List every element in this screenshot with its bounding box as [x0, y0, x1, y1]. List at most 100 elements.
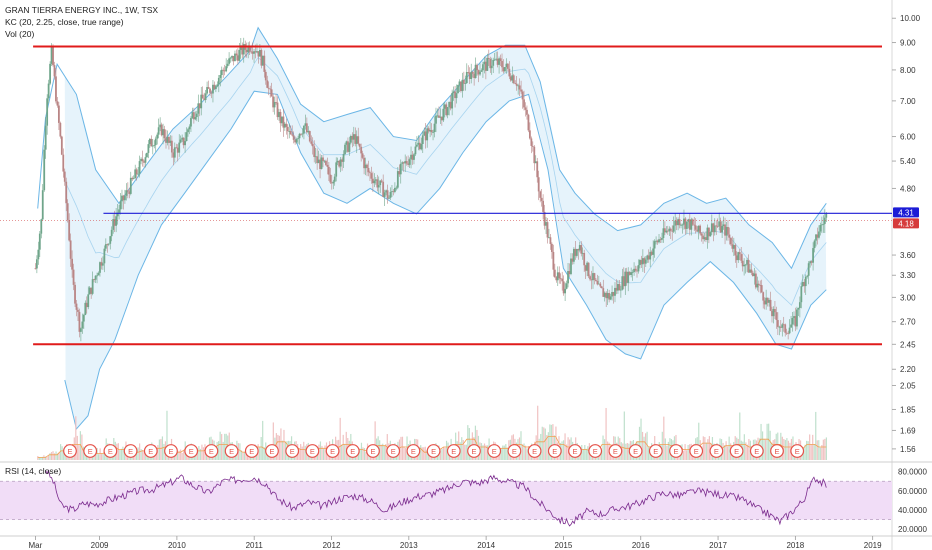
candle — [460, 81, 462, 93]
candle — [394, 182, 396, 194]
earnings-badge-label: E — [552, 447, 557, 456]
candle — [788, 319, 791, 335]
candle — [725, 221, 728, 241]
earnings-badge[interactable]: E — [366, 444, 380, 458]
earnings-badge[interactable]: E — [244, 444, 259, 458]
candle — [559, 273, 562, 284]
candle — [743, 258, 746, 276]
earnings-badge[interactable]: E — [103, 444, 118, 458]
earnings-badge[interactable]: E — [709, 444, 724, 458]
volume-bar — [122, 446, 124, 460]
earnings-badge[interactable]: E — [729, 444, 744, 458]
volume-bar — [698, 422, 700, 460]
candle — [603, 291, 606, 302]
candle — [154, 136, 157, 152]
earnings-badge[interactable]: E — [648, 444, 663, 458]
candle — [398, 164, 401, 177]
earnings-badge[interactable]: E — [628, 444, 643, 458]
volume-bar — [807, 441, 809, 460]
volume-bar — [342, 434, 344, 460]
candle — [219, 70, 222, 87]
earnings-badge[interactable]: E — [749, 444, 764, 458]
time-tick-label: 2011 — [246, 541, 264, 550]
earnings-badge[interactable]: E — [285, 444, 300, 458]
candle — [380, 178, 383, 183]
volume-bar — [702, 436, 704, 460]
volume-bar — [400, 436, 402, 460]
candle — [260, 48, 263, 69]
candle — [590, 270, 593, 290]
volume-bar — [816, 440, 818, 460]
earnings-badge[interactable]: E — [669, 444, 683, 458]
earnings-badge[interactable]: E — [345, 444, 360, 458]
earnings-badge[interactable]: E — [527, 444, 542, 458]
earnings-badge[interactable]: E — [467, 444, 481, 458]
earnings-badge[interactable]: E — [568, 444, 582, 458]
candle — [804, 274, 807, 295]
candle — [71, 250, 73, 278]
earnings-badge[interactable]: E — [487, 444, 502, 458]
earnings-badge[interactable]: E — [426, 444, 441, 458]
candle — [344, 142, 346, 156]
candle — [112, 214, 115, 234]
candle — [568, 263, 571, 277]
earnings-badge[interactable]: E — [143, 444, 158, 458]
earnings-badge[interactable]: E — [689, 444, 704, 458]
earnings-badge[interactable]: E — [547, 444, 562, 458]
candle — [185, 127, 188, 142]
candle — [658, 233, 660, 244]
candle — [690, 217, 693, 236]
volume-bar — [818, 440, 820, 460]
earnings-badge-label: E — [391, 447, 396, 456]
earnings-badge[interactable]: E — [770, 444, 784, 458]
volume-bar — [324, 445, 326, 460]
earnings-badge-label: E — [411, 447, 416, 456]
volume-bar — [500, 448, 502, 460]
volume-bar — [201, 444, 203, 460]
candle — [809, 260, 812, 268]
candle — [621, 268, 624, 291]
earnings-badge[interactable]: E — [305, 444, 320, 458]
candle — [301, 128, 304, 138]
volume-bar — [760, 423, 762, 460]
volume-bar — [98, 454, 100, 460]
candle — [248, 41, 251, 55]
earnings-badge[interactable]: E — [63, 444, 77, 458]
time-tick-label: 2013 — [400, 541, 418, 550]
volume-bar — [160, 438, 162, 460]
candle — [820, 216, 823, 234]
earnings-badge[interactable]: E — [325, 444, 340, 458]
earnings-badge[interactable]: E — [224, 444, 239, 458]
earnings-badge[interactable]: E — [446, 444, 461, 458]
candle — [269, 85, 272, 98]
earnings-badge[interactable]: E — [507, 444, 522, 458]
earnings-badge[interactable]: E — [386, 444, 401, 458]
candle — [812, 242, 814, 271]
earnings-badge-label: E — [633, 447, 638, 456]
candle — [703, 232, 706, 242]
earnings-badge[interactable]: E — [164, 444, 178, 458]
volume-bar — [666, 445, 668, 460]
earnings-badge[interactable]: E — [204, 444, 219, 458]
candle — [107, 243, 110, 247]
earnings-badge[interactable]: E — [588, 444, 603, 458]
earnings-badge[interactable]: E — [406, 444, 421, 458]
earnings-badge[interactable]: E — [123, 444, 138, 458]
candle — [87, 286, 90, 310]
price-tick-label: 1.56 — [900, 445, 916, 454]
earnings-badge[interactable]: E — [265, 444, 279, 458]
candle — [505, 58, 508, 74]
volume-bar — [301, 446, 303, 460]
earnings-badge[interactable]: E — [83, 444, 98, 458]
volume-bar — [123, 448, 126, 460]
volume-bar — [44, 456, 47, 460]
candle — [225, 58, 228, 73]
earnings-badge[interactable]: E — [790, 444, 805, 458]
candle — [352, 126, 355, 147]
earnings-badge[interactable]: E — [608, 444, 623, 458]
candle — [217, 75, 220, 93]
candle — [666, 225, 669, 235]
candle — [816, 227, 819, 245]
earnings-badge[interactable]: E — [184, 444, 199, 458]
